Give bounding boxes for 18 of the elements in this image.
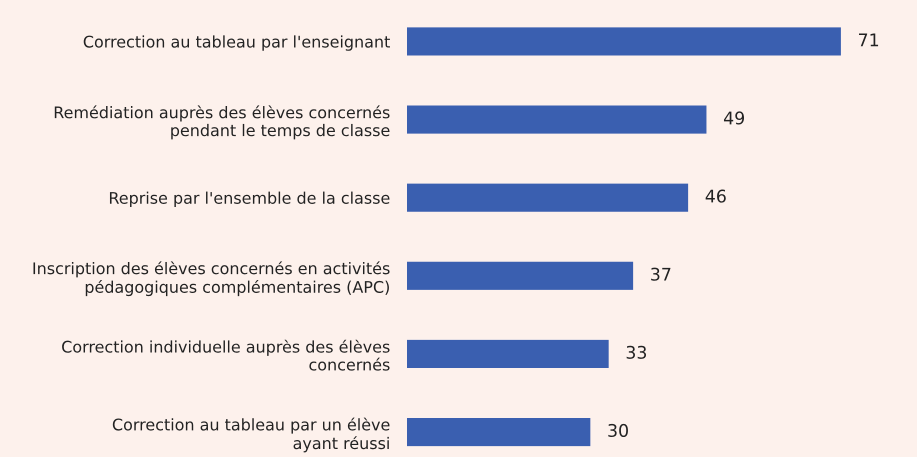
y-tick-label: Reprise par l'ensemble de la classe [110,192,390,208]
bar [407,418,590,446]
y-tick-label: Inscription des élèves concernés en activités pédagogiques complémentaires (APC) [33,261,390,296]
data-label: 37 [651,268,670,281]
data-label: 49 [724,111,744,125]
y-tick-label: Remédiation auprès des élèves concernés pendant le temps de classe [54,105,390,140]
data-label: 46 [706,190,726,203]
bar [407,184,688,212]
y-tick-label: Correction au tableau par un élève ayant réussi [112,418,390,452]
y-tick-label: Correction individuelle auprès des élèves concernés [62,340,390,371]
y-tick-label: Correction au tableau par l'enseignant [84,35,390,51]
bar [407,27,841,56]
bar [407,262,634,290]
data-label: 30 [608,424,628,438]
bar [407,340,609,368]
data-label: 33 [626,346,646,359]
data-label: 71 [859,34,878,46]
bar [407,105,706,134]
